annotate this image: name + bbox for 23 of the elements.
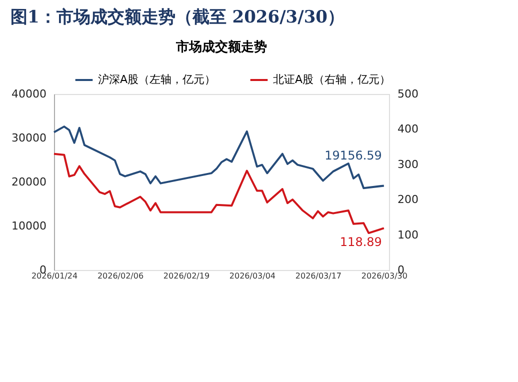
- legend-label: 北证A股（右轴，亿元）: [273, 73, 391, 86]
- x-tick-label: 2026/02/06: [97, 272, 144, 280]
- y2-tick-label: 400: [398, 122, 418, 136]
- y-tick-label: 30000: [12, 132, 46, 144]
- y-tick-label: 10000: [12, 220, 46, 232]
- x-tick-label: 2026/02/19: [163, 272, 210, 280]
- x-tick-label: 2026/03/04: [229, 272, 276, 280]
- x-tick-label: 2026/03/17: [295, 272, 342, 280]
- x-tick-label: 2026/03/30: [361, 272, 408, 280]
- y-tick-label: 20000: [12, 176, 46, 188]
- x-tick-label: 2026/01/24: [31, 272, 78, 280]
- y2-tick-label: 200: [398, 193, 418, 206]
- y2-tick-label: 500: [398, 88, 418, 100]
- line-series: [53, 152, 385, 234]
- legend-label: 沪深A股（左轴，亿元）: [98, 73, 216, 86]
- y2-tick-label: 300: [398, 158, 418, 171]
- annotation: 118.89: [340, 235, 382, 250]
- y-tick-label: 40000: [12, 88, 46, 100]
- annotation: 19156.59: [324, 148, 382, 163]
- chart-subtitle: 市场成交额走势: [175, 39, 267, 55]
- line-series: [53, 126, 385, 190]
- chart-title: 图1：市场成交额走势（截至 2026/3/30）: [10, 8, 344, 28]
- y2-tick-label: 100: [398, 228, 418, 242]
